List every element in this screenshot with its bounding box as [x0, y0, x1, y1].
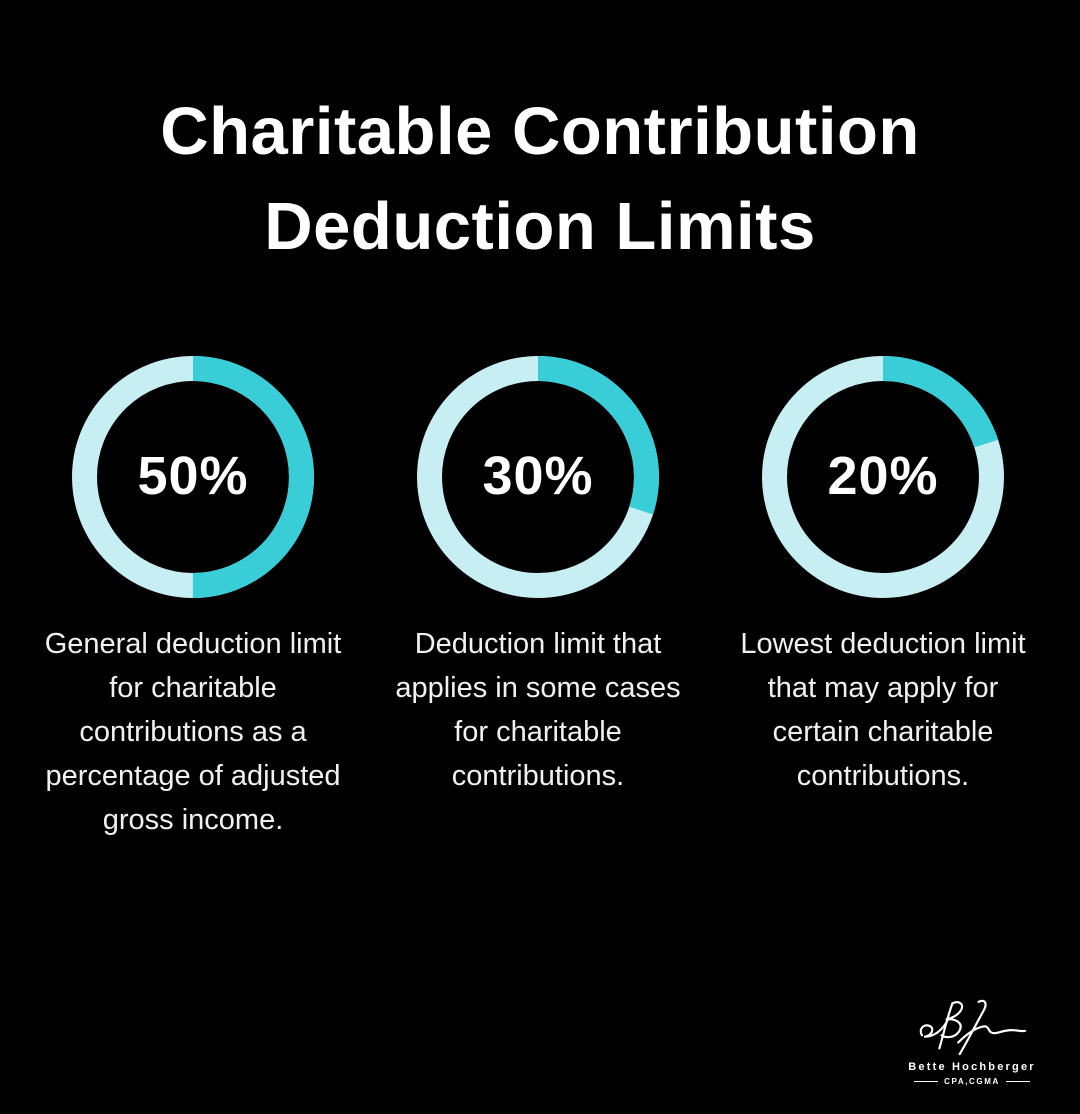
logo-rule-right: [1005, 1081, 1030, 1082]
chart-column-30-percent: 30% Deduction limit that applies in some…: [378, 356, 698, 842]
chart-column-20-percent: 20% Lowest deduction limit that may appl…: [723, 356, 1043, 842]
donut-chart-30-percent: 30%: [417, 356, 659, 598]
logo-rule-left: [914, 1081, 939, 1082]
bette-hochberger-logo: Bette Hochberger CPA,CGMA: [902, 999, 1042, 1086]
donut-chart-50-percent: 50%: [72, 356, 314, 598]
donut-value-label: 50%: [137, 446, 249, 506]
chart-column-50-percent: 50% General deduction limit for charitab…: [33, 356, 353, 842]
donut-charts-row: 50% General deduction limit for charitab…: [0, 356, 1080, 842]
bh-signature-icon: [915, 999, 1029, 1057]
donut-chart-20-percent: 20%: [762, 356, 1004, 598]
donut-value-label: 20%: [827, 446, 939, 506]
page-title-line1: Charitable Contribution: [160, 94, 920, 169]
donut-description: General deduction limit for charitable c…: [44, 628, 342, 836]
logo-name: Bette Hochberger: [908, 1061, 1036, 1073]
donut-ring-icon: [762, 356, 1004, 598]
page-title: Charitable Contribution Deduction Limits: [0, 84, 1080, 274]
logo-credentials: CPA,CGMA: [944, 1077, 1000, 1086]
logo-credentials-row: CPA,CGMA: [914, 1077, 1030, 1086]
page-title-line2: Deduction Limits: [264, 189, 816, 264]
donut-ring-icon: [72, 356, 314, 598]
donut-ring-icon: [417, 356, 659, 598]
donut-value-label: 30%: [482, 446, 594, 506]
donut-description: Lowest deduction limit that may apply fo…: [740, 628, 1026, 792]
donut-description: Deduction limit that applies in some cas…: [395, 628, 681, 792]
